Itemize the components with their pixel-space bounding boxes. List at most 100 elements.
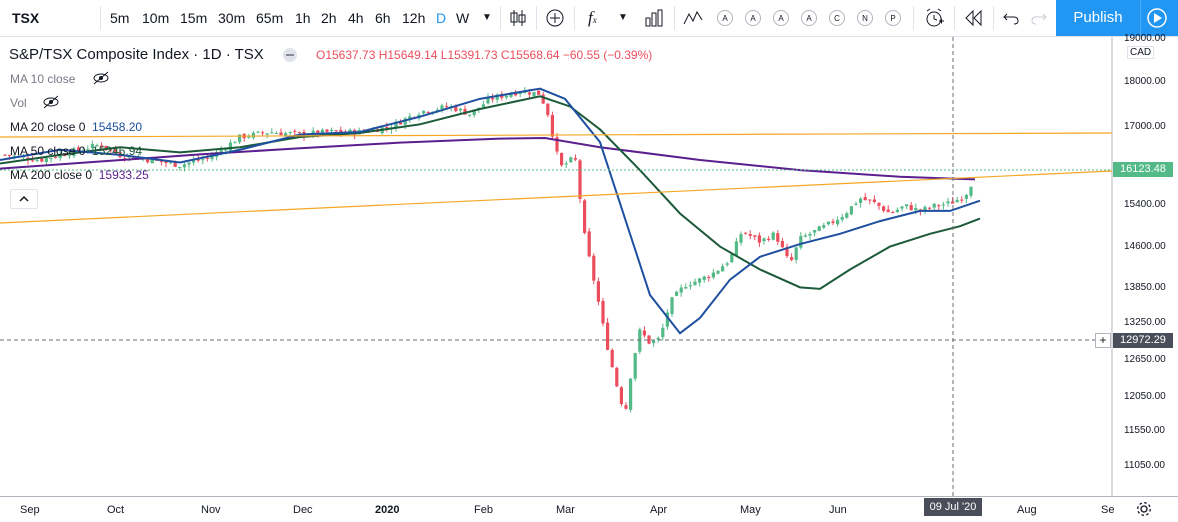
candle-body	[826, 221, 830, 225]
time-axis[interactable]	[0, 496, 1178, 522]
hidden-eye-icon[interactable]	[42, 95, 60, 109]
candle-body	[606, 322, 610, 350]
candle-body	[794, 247, 798, 260]
replay-icon[interactable]	[963, 9, 985, 27]
candle-body	[859, 198, 863, 203]
ma50-line	[0, 95, 981, 290]
add-alert-plus-icon[interactable]: +	[1095, 333, 1111, 348]
chevron-down-icon[interactable]: ▼	[482, 12, 492, 23]
interval-65m[interactable]: 65m	[256, 10, 284, 26]
interval-15m[interactable]: 15m	[180, 10, 208, 26]
bar-chart-icon[interactable]	[644, 8, 664, 28]
ma200-legend[interactable]: MA 200 close 0 15933.25	[10, 168, 149, 182]
add-indicator-icon[interactable]	[545, 8, 565, 28]
gear-icon[interactable]	[1135, 500, 1153, 518]
chart-title: S&P/TSX Composite Index · 1D · TSX	[9, 46, 264, 63]
ma10-label[interactable]: MA 10 close	[10, 72, 76, 86]
interval-12h[interactable]: 12h	[402, 10, 426, 26]
collapse-indicators-button[interactable]	[10, 189, 38, 209]
candle-body	[445, 106, 449, 108]
candle-body	[77, 147, 81, 151]
candle-body	[12, 155, 16, 157]
candle-body	[822, 225, 826, 228]
redo-icon[interactable]	[1030, 9, 1048, 27]
chart-canvas[interactable]	[0, 37, 1178, 496]
ma20-legend[interactable]: MA 20 close 0 15458.20	[10, 120, 142, 134]
interval-30m[interactable]: 30m	[218, 10, 246, 26]
interval-4h[interactable]: 4h	[348, 10, 364, 26]
chevron-down-icon[interactable]: ▼	[618, 12, 628, 23]
alert-clock-icon[interactable]	[923, 7, 945, 29]
candle-body	[909, 205, 913, 211]
candle-body	[63, 155, 67, 157]
interval-2h[interactable]: 2h	[321, 10, 337, 26]
collapse-legend-icon[interactable]	[282, 47, 298, 63]
vol-label[interactable]: Vol	[10, 96, 27, 110]
publish-button[interactable]: Publish	[1056, 0, 1140, 36]
indicator-a1[interactable]: A	[717, 10, 733, 26]
candle-body	[629, 378, 633, 410]
candle-body	[518, 92, 522, 94]
interval-1h[interactable]: 1h	[295, 10, 311, 26]
line-tools-icon[interactable]	[683, 8, 703, 28]
ma50-legend[interactable]: MA 50 close 0 15246.94	[10, 144, 142, 158]
candle-body	[454, 106, 458, 112]
ma20-legend-label: MA 20 close 0	[10, 120, 86, 134]
candle-body	[31, 160, 35, 162]
indicator-a3[interactable]: A	[773, 10, 789, 26]
hidden-eye-icon[interactable]	[92, 71, 110, 85]
candle-body	[86, 149, 90, 151]
candles-icon[interactable]	[508, 8, 528, 28]
candle-body	[638, 329, 642, 352]
candle-body	[688, 285, 692, 287]
candle-body	[90, 144, 94, 149]
candle-body	[408, 116, 412, 120]
play-button[interactable]	[1140, 0, 1178, 36]
time-label: Mar	[556, 504, 575, 516]
candle-body	[817, 226, 821, 232]
indicator-p[interactable]: P	[885, 10, 901, 26]
time-label: Feb	[474, 504, 493, 516]
candle-body	[955, 199, 959, 203]
price-label: 14600.00	[1124, 241, 1166, 252]
function-icon[interactable]: fx	[588, 8, 597, 27]
candle-body	[633, 353, 637, 379]
toolbar-divider	[100, 6, 101, 30]
indicator-n[interactable]: N	[857, 10, 873, 26]
candle-body	[537, 90, 541, 95]
interval-5m[interactable]: 5m	[110, 10, 130, 26]
candle-body	[325, 129, 329, 132]
symbol-search[interactable]: TSX	[12, 10, 40, 26]
indicator-a4[interactable]: A	[801, 10, 817, 26]
interval-10m[interactable]: 10m	[142, 10, 170, 26]
candle-body	[486, 97, 490, 104]
candle-body	[596, 281, 600, 302]
interval-w[interactable]: W	[456, 10, 470, 26]
upper-trendline	[0, 132, 1113, 138]
interval-6h[interactable]: 6h	[375, 10, 391, 26]
toolbar-divider	[500, 6, 501, 30]
ma20-legend-value: 15458.20	[92, 120, 143, 134]
crosshair-date-badge: 09 Jul '20	[924, 498, 982, 516]
candle-body	[44, 158, 48, 163]
candle-body	[932, 203, 936, 208]
candle-body	[790, 257, 794, 260]
indicator-c[interactable]: C	[829, 10, 845, 26]
candle-body	[279, 132, 283, 136]
candle-body	[615, 367, 619, 387]
candle-body	[54, 156, 58, 158]
play-icon	[1147, 8, 1167, 28]
candle-body	[504, 95, 508, 98]
candle-body	[196, 159, 200, 161]
candle-body	[799, 235, 803, 248]
indicator-a2[interactable]: A	[745, 10, 761, 26]
currency-badge[interactable]: CAD	[1127, 46, 1155, 59]
candle-body	[964, 194, 968, 199]
undo-icon[interactable]	[1002, 9, 1020, 27]
interval-d[interactable]: D	[436, 10, 447, 26]
candle-body	[937, 205, 941, 207]
candle-body	[569, 157, 573, 163]
candle-body	[348, 129, 352, 133]
candle-body	[58, 154, 62, 158]
candle-body	[941, 204, 945, 206]
